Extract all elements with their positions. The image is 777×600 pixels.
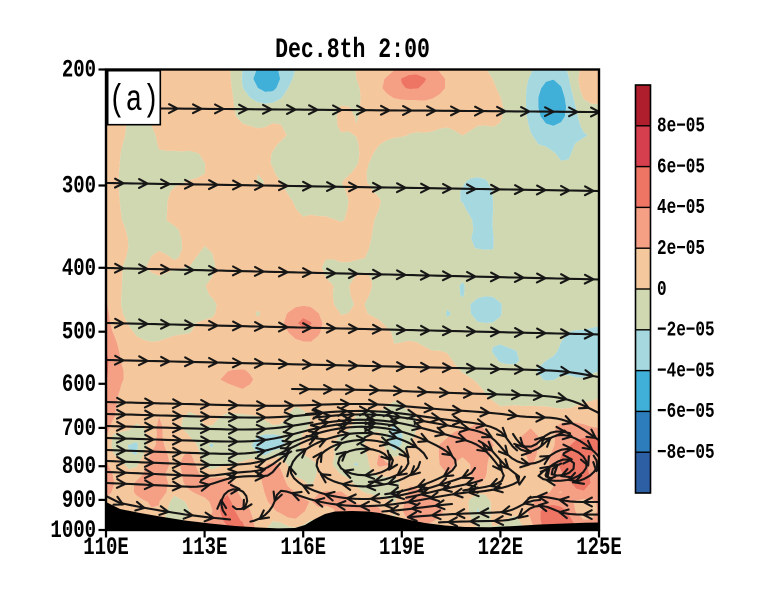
svg-text:800: 800 (62, 453, 96, 481)
svg-text:900: 900 (62, 487, 96, 515)
svg-text:4e−05: 4e−05 (657, 196, 705, 220)
svg-text:0: 0 (657, 278, 667, 302)
svg-text:200: 200 (62, 56, 96, 84)
svg-text:Dec.8th 2:00: Dec.8th 2:00 (275, 35, 430, 66)
svg-text:300: 300 (62, 172, 96, 200)
svg-text:116E: 116E (280, 534, 326, 562)
svg-text:119E: 119E (379, 534, 425, 562)
svg-text:500: 500 (62, 318, 96, 346)
svg-text:110E: 110E (83, 534, 129, 562)
svg-text:600: 600 (62, 371, 96, 399)
svg-text:−8e−05: −8e−05 (657, 441, 715, 465)
svg-text:2e−05: 2e−05 (657, 237, 705, 261)
svg-text:700: 700 (62, 415, 96, 443)
svg-text:1000: 1000 (50, 517, 96, 545)
svg-text:400: 400 (62, 255, 96, 283)
svg-text:113E: 113E (182, 534, 228, 562)
svg-text:8e−05: 8e−05 (657, 115, 705, 139)
svg-text:−4e−05: −4e−05 (657, 360, 715, 384)
svg-text:−6e−05: −6e−05 (657, 400, 715, 424)
svg-text:125E: 125E (576, 534, 622, 562)
svg-text:122E: 122E (478, 534, 524, 562)
svg-text:6e−05: 6e−05 (657, 156, 705, 180)
svg-text:−2e−05: −2e−05 (657, 319, 715, 343)
svg-text:(a): (a) (109, 80, 159, 122)
